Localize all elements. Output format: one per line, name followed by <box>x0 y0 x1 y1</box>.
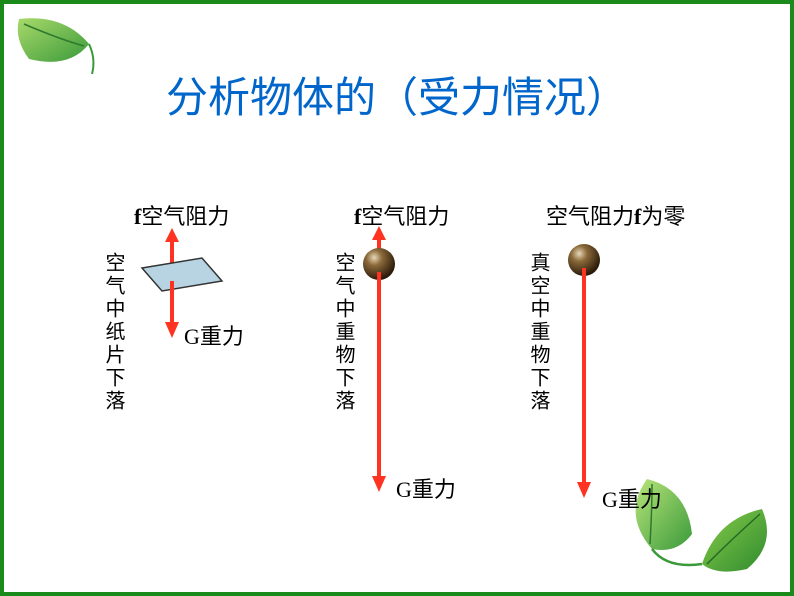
label-air-resistance-zero: 空气阻力f为零 <box>546 199 685 231</box>
slide-title: 分析物体的（受力情况） <box>4 64 790 125</box>
label-gravity-3: G重力 <box>602 482 662 514</box>
diagram-heavy <box>344 222 424 502</box>
label-gravity-1: G重力 <box>184 319 244 351</box>
diagram-vacuum <box>549 240 629 510</box>
label-gravity-2: G重力 <box>396 472 456 504</box>
slide-frame: 分析物体的（受力情况） f空气阻力 空气中纸片下落 G重力 f空气阻力 空气中重… <box>0 0 794 596</box>
